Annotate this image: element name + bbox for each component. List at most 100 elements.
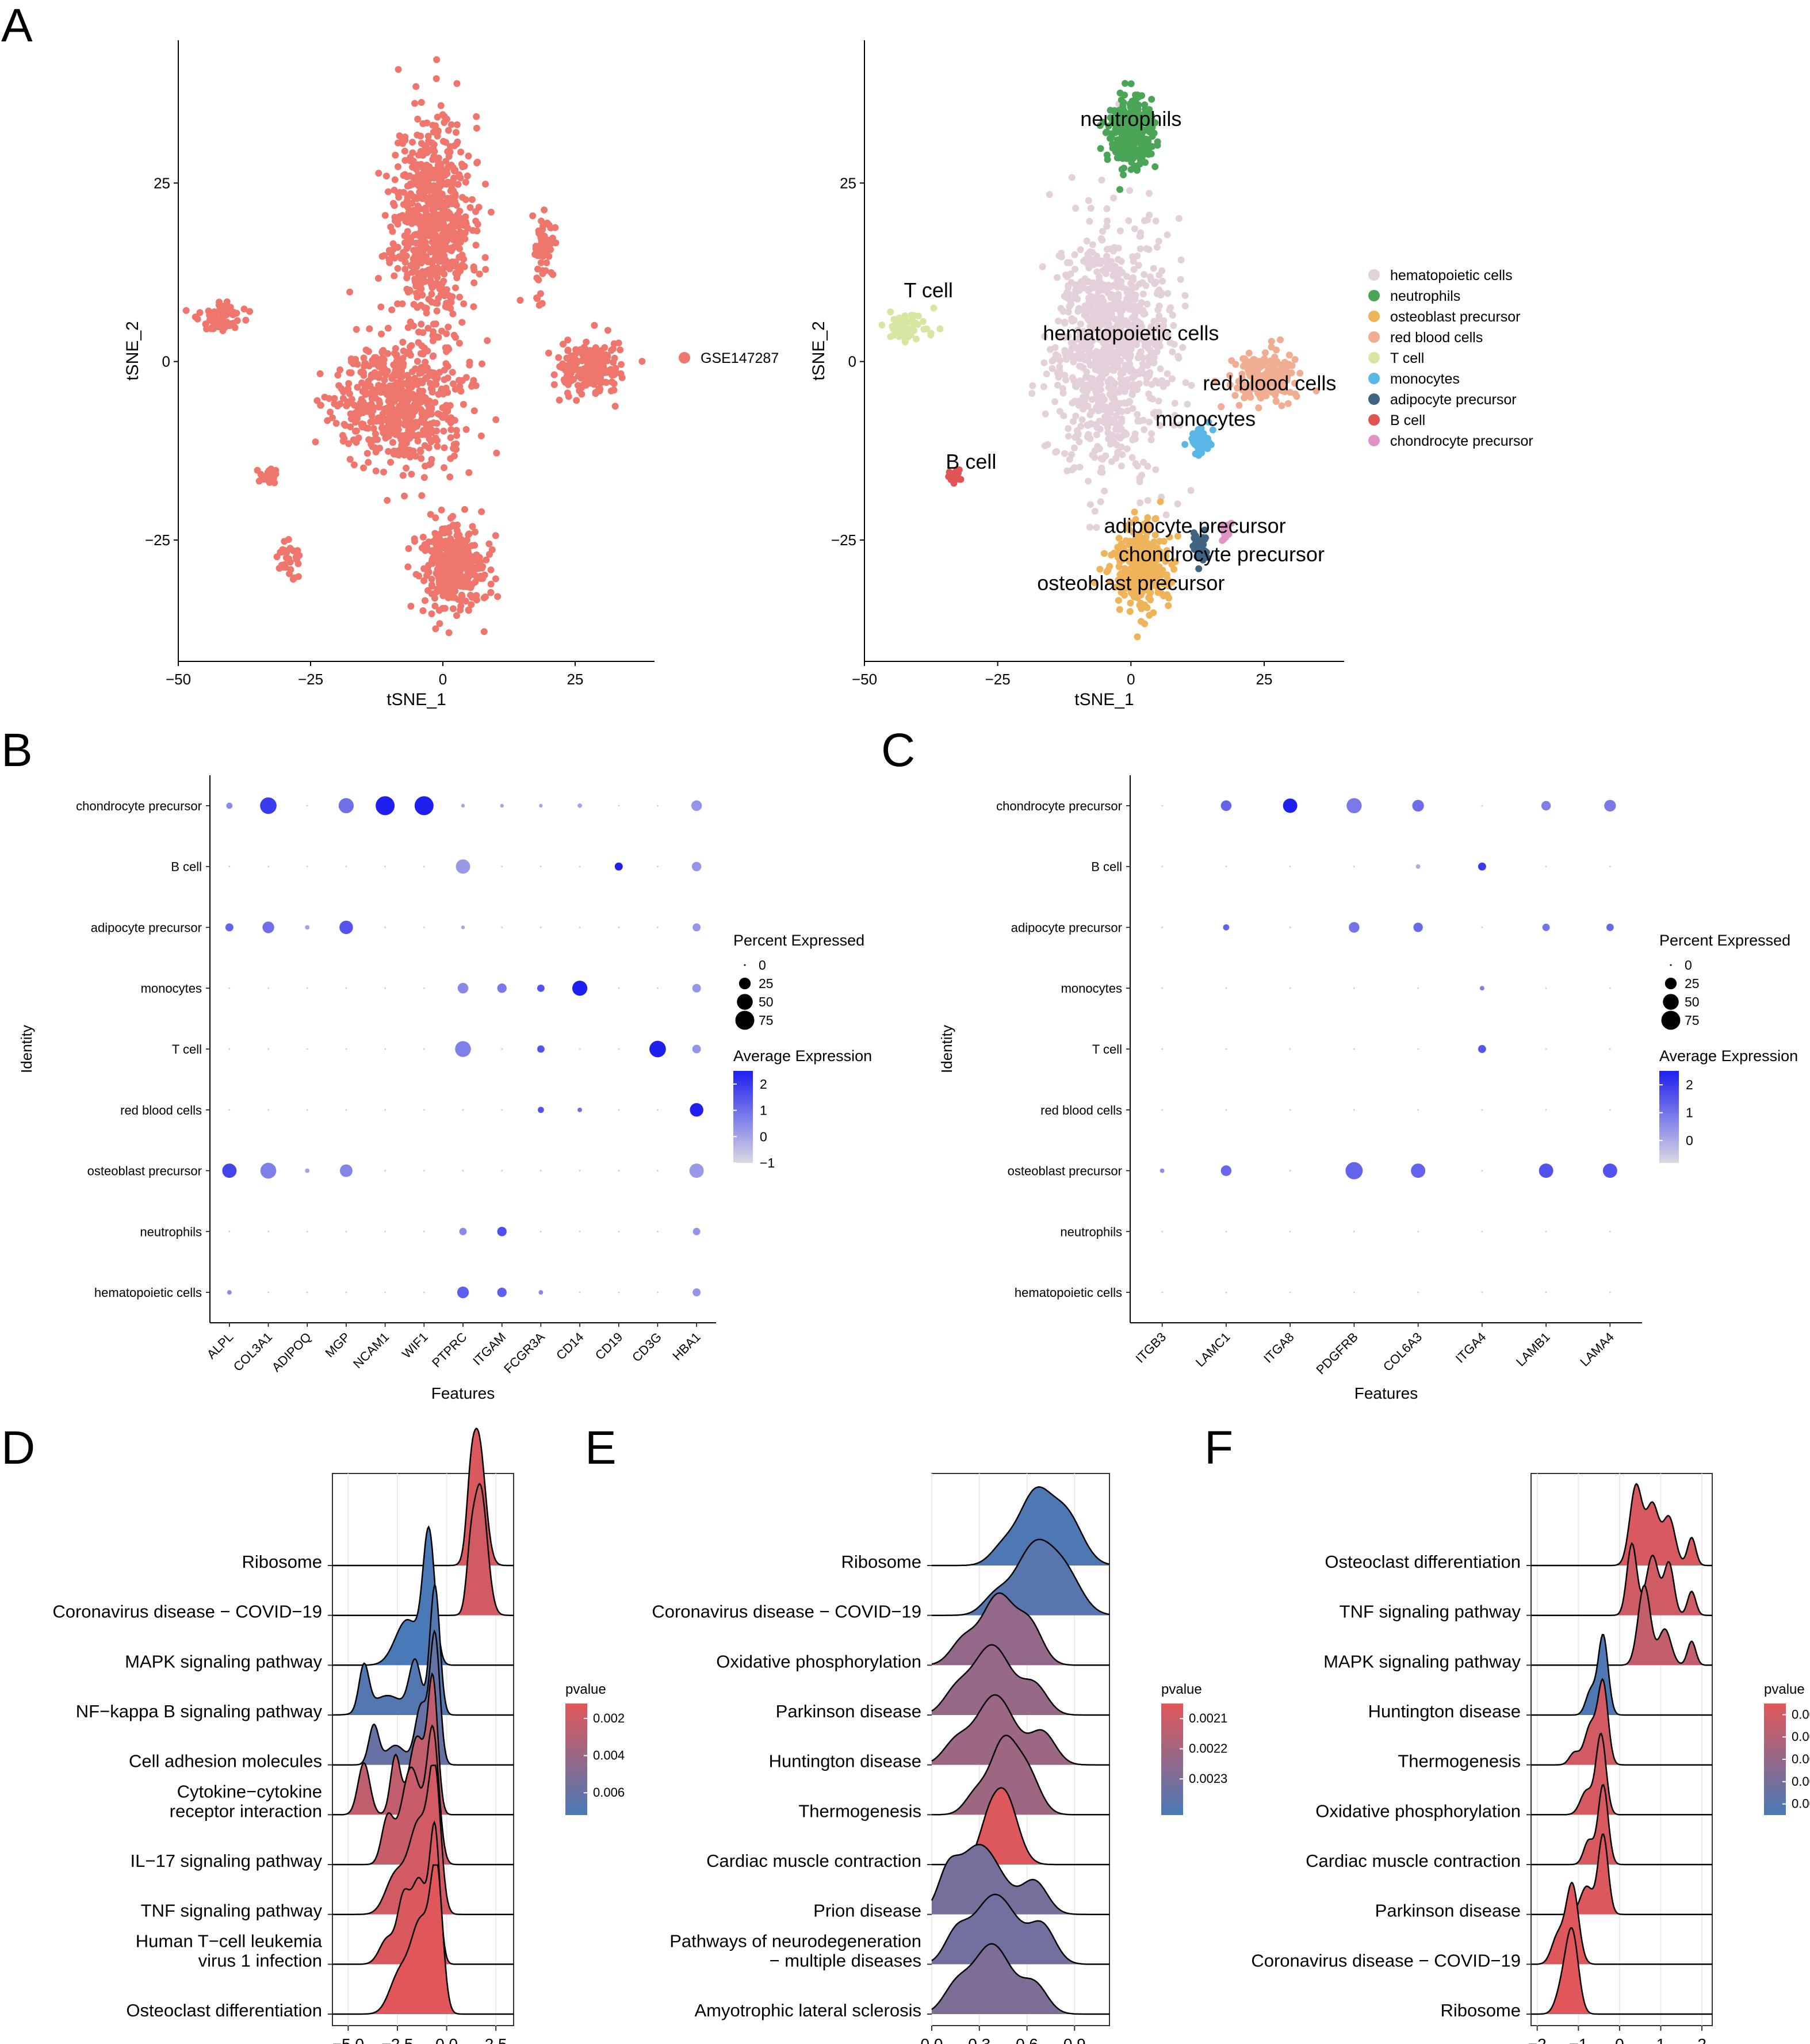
tsne-a-right-point	[909, 313, 917, 321]
tsne-a-right-point	[1134, 462, 1141, 470]
tsne-a-left-point	[439, 412, 447, 419]
ridge-e-pathway-label: Pathways of neurodegeneration	[669, 1931, 921, 1951]
tsne-a-left-point	[332, 420, 340, 427]
tsne-a-left-point	[435, 186, 442, 193]
tsne-a-left-point	[216, 317, 223, 325]
ridge-f-pathway-label: Coronavirus disease − COVID−19	[1251, 1950, 1521, 1970]
dot-b-dot	[656, 1109, 659, 1111]
tsne-a-left-y-tick-label: −25	[145, 531, 170, 549]
tsne-a-left-point	[583, 338, 590, 346]
dot-b-dot	[577, 803, 583, 808]
tsne-a-left-point	[596, 374, 603, 381]
tsne-a-left-point	[400, 201, 407, 208]
tsne-a-left-point	[385, 447, 392, 455]
tsne-a-right-point	[1119, 105, 1127, 112]
tsne-a-left-point	[331, 400, 338, 407]
tsne-a-right-point	[1120, 99, 1127, 106]
dot-b-dot	[306, 1048, 308, 1050]
tsne-a-left-point	[255, 477, 263, 485]
dot-b-dot	[228, 866, 231, 868]
tsne-a-right-point	[1154, 138, 1161, 146]
dot-b-identity-label: osteoblast precursor	[87, 1164, 202, 1178]
tsne-a-left-point	[422, 226, 429, 234]
dot-b-dot	[462, 1170, 464, 1172]
tsne-a-left-point	[408, 368, 416, 376]
tsne-a-left-point	[331, 395, 338, 402]
tsne-a-left-point	[287, 566, 294, 573]
tsne-a-left-point	[598, 347, 604, 354]
tsne-a-left-point	[355, 434, 362, 442]
tsne-a-right-point	[1132, 335, 1139, 342]
tsne-a-left-point	[450, 331, 458, 339]
tsne-a-left-point	[380, 424, 388, 432]
tsne-a-right-point	[1103, 205, 1111, 212]
tsne-a-left-point	[411, 99, 419, 107]
dot-b-dot	[228, 1230, 231, 1232]
dot-b-dot	[461, 925, 465, 929]
tsne-a-right-point	[1070, 342, 1077, 349]
tsne-a-left-point	[462, 196, 469, 204]
tsne-a-left-point	[412, 571, 420, 578]
tsne-a-left-point	[492, 416, 500, 423]
ridge-e-x-tick-label: 0.6	[1016, 2035, 1038, 2044]
tsne-a-left-point	[281, 561, 288, 568]
tsne-a-right-point	[1157, 292, 1165, 299]
tsne-a-right-point	[927, 331, 935, 339]
tsne-a-left-point	[456, 214, 463, 221]
dot-b-dot	[618, 926, 620, 928]
tsne-a-left-point	[445, 323, 452, 331]
tsne-a-right-point	[1108, 343, 1115, 350]
tsne-a-right-point	[1080, 405, 1087, 413]
tsne-a-left-point	[450, 380, 457, 388]
tsne-a-left-point	[440, 204, 447, 212]
ridge-e-pathway-label: Cardiac muscle contraction	[706, 1851, 921, 1871]
tsne-a-right-point	[1065, 432, 1072, 440]
tsne-a-right-point	[1150, 335, 1158, 343]
tsne-a-left-point	[427, 186, 434, 193]
dot-b-dot	[306, 1230, 308, 1232]
tsne-a-right-point	[1132, 370, 1140, 378]
tsne-a-right-point	[1093, 431, 1100, 438]
tsne-a-left-point	[457, 148, 465, 156]
dot-b-dot	[618, 1109, 620, 1111]
tsne-a-right-cluster-label: monocytes	[1155, 407, 1256, 430]
tsne-a-right-point	[1102, 452, 1109, 460]
tsne-a-right-point	[1069, 374, 1076, 381]
tsne-a-right-point	[1159, 277, 1166, 285]
tsne-a-right-point	[1127, 599, 1134, 607]
dot-b-dot	[539, 1230, 542, 1232]
tsne-a-right-point	[1138, 144, 1145, 151]
tsne-a-left-point	[428, 581, 435, 589]
dot-c-dot	[1417, 1109, 1419, 1111]
dot-b-size-legend-label: 25	[759, 976, 774, 991]
dot-b-dot	[384, 1048, 387, 1050]
tsne-a-left-point	[212, 312, 219, 320]
tsne-a-left-point	[538, 217, 545, 225]
tsne-a-left-point	[429, 547, 437, 554]
tsne-a-left-point	[428, 298, 435, 306]
tsne-a-right-point	[1149, 143, 1156, 150]
tsne-a-right-x-tick-label: 25	[1256, 671, 1273, 688]
tsne-a-left-point	[448, 234, 456, 242]
tsne-a-left-point	[591, 321, 598, 329]
ridge-f-colorbar-label: 0.003	[1792, 1729, 1810, 1744]
tsne-a-right-point	[1103, 252, 1111, 260]
tsne-a-left-point	[414, 437, 422, 445]
tsne-a-right-point	[1080, 353, 1086, 360]
tsne-a-right-point	[1056, 363, 1063, 370]
tsne-a-left-point	[286, 558, 294, 566]
tsne-a-right-point	[1103, 223, 1111, 230]
dot-c-dot	[1223, 924, 1230, 931]
tsne-a-left-point	[572, 346, 580, 353]
tsne-a-left-point	[443, 286, 450, 293]
tsne-a-left-point	[378, 384, 386, 391]
dot-b-dot	[345, 866, 347, 868]
tsne-a-right-point	[1085, 331, 1093, 339]
tsne-a-right-cluster-label: B cell	[946, 450, 996, 473]
tsne-a-left-point	[374, 275, 382, 282]
dot-b-dot	[497, 1287, 507, 1297]
tsne-a-right-point	[1113, 109, 1121, 116]
tsne-a-left-point	[431, 148, 438, 155]
tsne-a-right-point	[936, 325, 944, 332]
dot-c-size-legend-key	[1670, 964, 1672, 966]
